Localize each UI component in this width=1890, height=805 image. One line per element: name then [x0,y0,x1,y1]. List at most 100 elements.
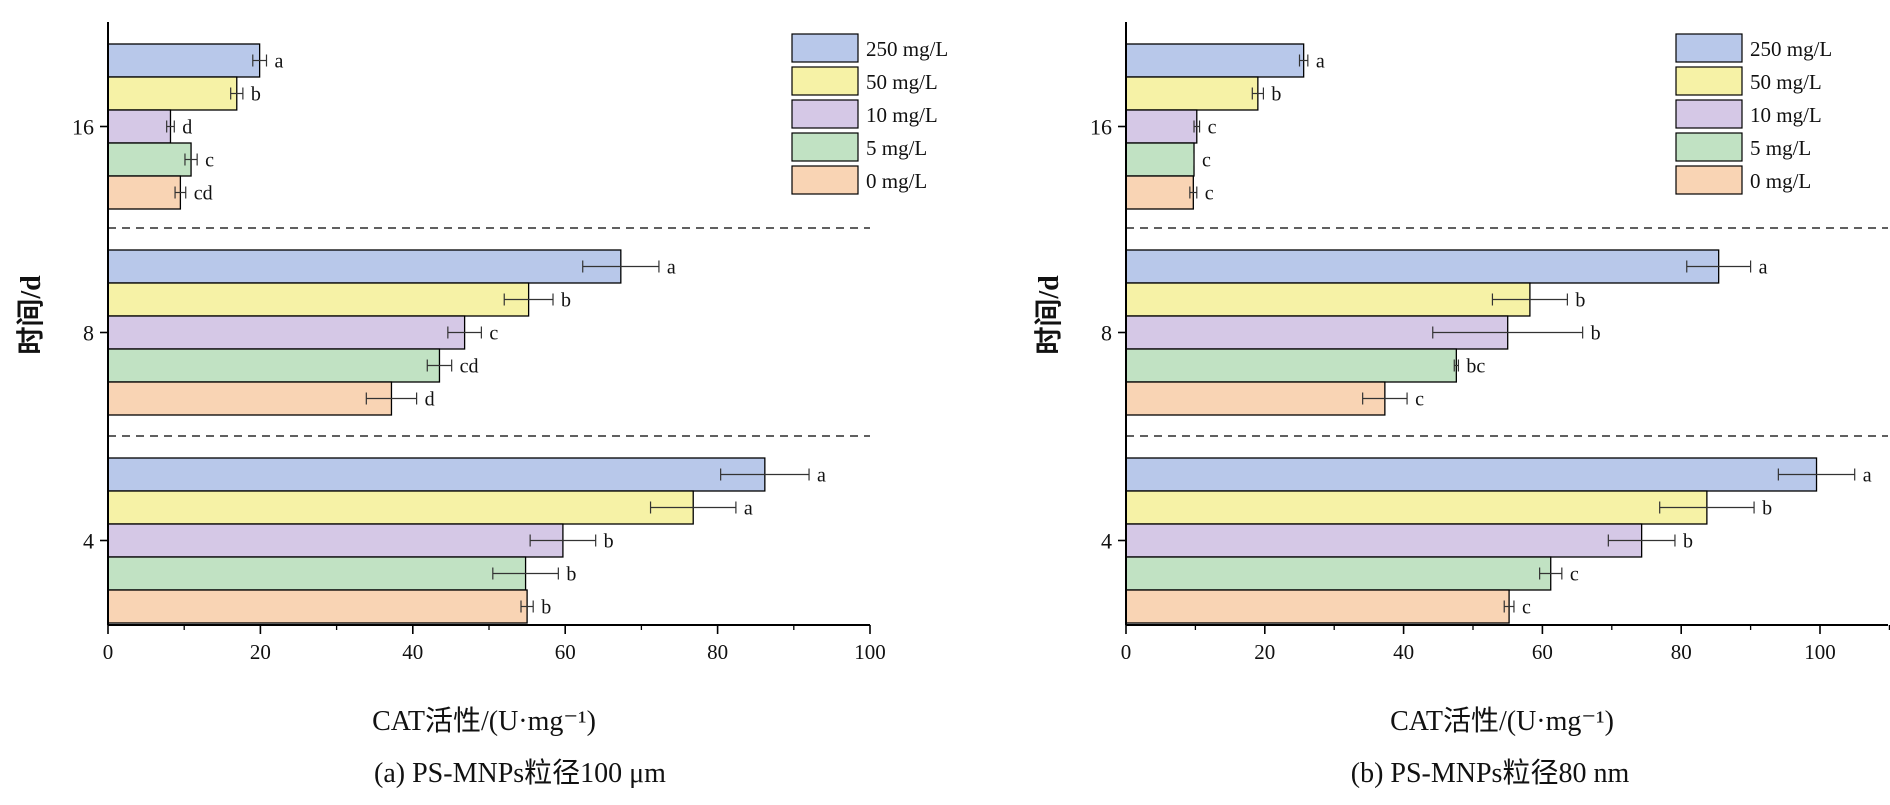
significance-label: a [1863,465,1872,487]
significance-label: a [817,465,826,487]
bar [107,381,393,416]
legend-label: 5 mg/L [866,136,927,160]
legend-label: 50 mg/L [1750,70,1822,94]
bar [1125,249,1720,284]
significance-label: a [1316,51,1325,73]
x-tick-label: 100 [1804,640,1836,664]
bar [1125,43,1305,78]
legend-swatch [791,66,859,96]
bar [107,43,261,78]
bar [1125,109,1198,144]
legend-swatch [1675,99,1743,129]
legend-swatch [1675,66,1743,96]
bar [1125,589,1510,624]
significance-label: c [1522,597,1531,619]
legend-label: 5 mg/L [1750,136,1811,160]
y-tick-label: 16 [72,115,94,140]
legend-swatch [1675,33,1743,63]
legend-label: 0 mg/L [866,169,927,193]
significance-label: a [1759,257,1768,279]
bar [107,142,192,177]
significance-label: bc [1466,356,1485,378]
bar [1125,523,1643,558]
significance-label: d [182,117,192,139]
legend-swatch [1675,165,1743,195]
bar [107,457,766,492]
bar [1125,457,1818,492]
significance-label: c [1205,183,1214,205]
legend: 250 mg/L 50 mg/L 10 mg/L 5 mg/L 0 mg/L [1675,33,1832,195]
bar [107,490,694,525]
legend-swatch [791,165,859,195]
bar [107,249,622,284]
bar [1125,381,1386,416]
bar [1125,282,1531,317]
bar [1125,490,1708,525]
significance-label: c [205,150,214,172]
bar [107,556,527,591]
legend-label: 50 mg/L [866,70,938,94]
significance-label: c [489,323,498,345]
legend-label: 0 mg/L [1750,169,1811,193]
legend-label: 250 mg/L [1750,37,1832,61]
bar [1125,348,1457,383]
legend-swatch [791,33,859,63]
significance-label: c [1415,389,1424,411]
legend-label: 10 mg/L [1750,103,1822,127]
significance-label: b [1683,531,1693,553]
x-tick-label: 80 [1671,640,1692,664]
y-tick-label: 8 [83,321,94,346]
legend-label: 250 mg/L [866,37,948,61]
significance-label: b [561,290,571,312]
x-tick-label: 20 [250,640,271,664]
significance-label: a [744,498,753,520]
significance-label: b [566,564,576,586]
x-axis-title: CAT活性/(U·mg⁻¹) [1390,705,1614,737]
panel-caption: (a) PS-MNPs粒径100 μm [374,757,666,789]
bar [107,76,238,111]
x-tick-label: 40 [402,640,423,664]
legend-label: 10 mg/L [866,103,938,127]
bar [107,315,466,350]
x-tick-label: 0 [103,640,114,664]
bar [107,523,564,558]
panel-caption: (b) PS-MNPs粒径80 nm [1351,757,1630,789]
bar [107,282,530,317]
significance-label: b [1575,290,1585,312]
y-tick-label: 4 [83,529,94,554]
bar [107,109,172,144]
x-tick-label: 80 [707,640,728,664]
significance-label: a [274,51,283,73]
y-tick-label: 8 [1101,321,1112,346]
significance-label: d [425,389,435,411]
significance-label: a [667,257,676,279]
x-tick-label: 100 [854,640,886,664]
y-tick-label: 4 [1101,529,1112,554]
x-tick-label: 60 [555,640,576,664]
significance-label: c [1202,150,1211,172]
x-tick-label: 20 [1254,640,1275,664]
x-tick-label: 60 [1532,640,1553,664]
legend-swatch [1675,132,1743,162]
y-axis-title: 时间/d [15,275,47,355]
significance-label: b [541,597,551,619]
x-tick-label: 0 [1121,640,1132,664]
bar [1125,142,1195,177]
bar [1125,175,1194,210]
x-tick-label: 40 [1393,640,1414,664]
significance-label: c [1570,564,1579,586]
significance-label: b [604,531,614,553]
bar [1125,76,1259,111]
bar [107,589,528,624]
legend-swatch [791,132,859,162]
significance-label: c [1208,117,1217,139]
significance-label: b [1271,84,1281,106]
legend: 250 mg/L 50 mg/L 10 mg/L 5 mg/L 0 mg/L [791,33,948,195]
significance-label: cd [194,183,213,205]
significance-label: b [1762,498,1772,520]
y-tick-label: 16 [1090,115,1112,140]
bar [107,175,182,210]
